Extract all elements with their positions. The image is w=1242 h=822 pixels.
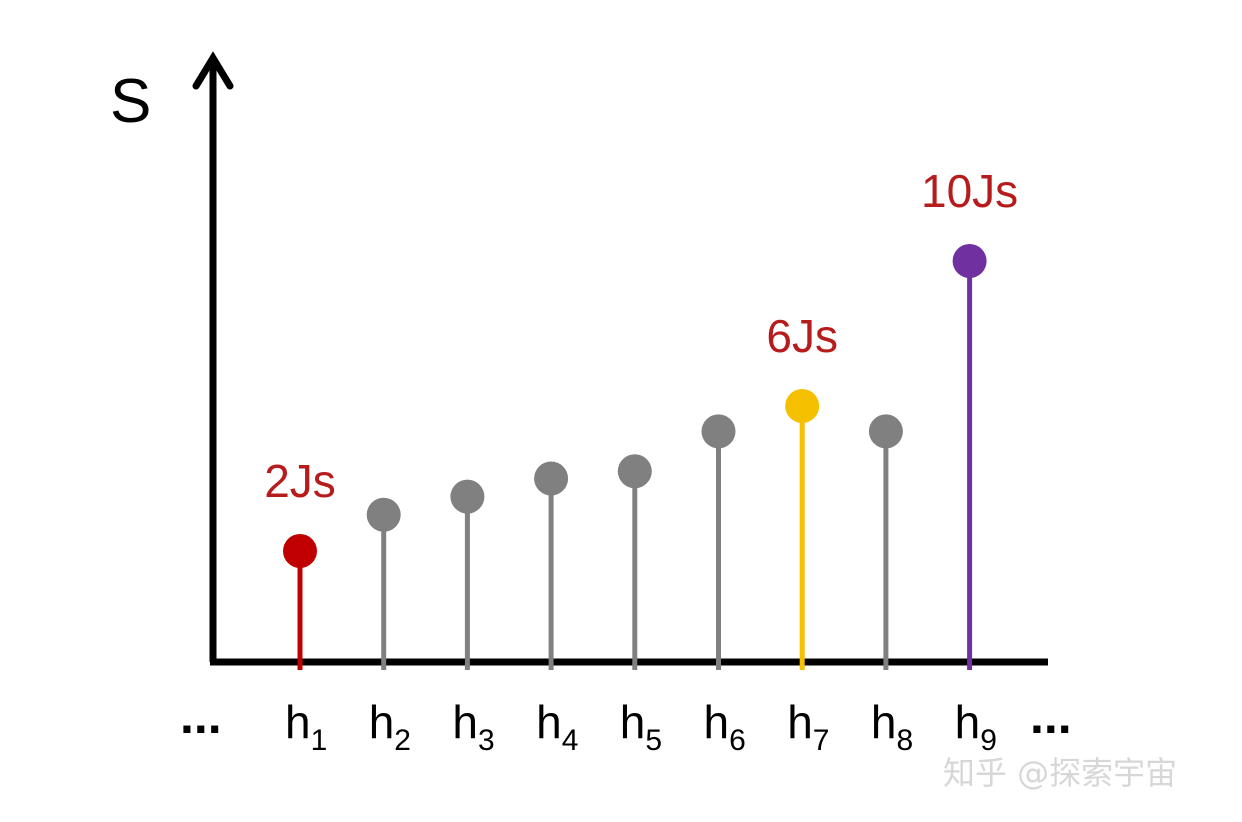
stem-marker-h9 — [952, 244, 987, 278]
data-labels: 2Js 6Js 10Js — [264, 165, 1018, 507]
x-tick-label-h8: h8 — [871, 696, 913, 757]
data-label-h9: 10Js — [921, 165, 1018, 217]
y-axis-arrowhead — [192, 51, 234, 90]
x-ellipsis-left: ... — [180, 688, 222, 744]
stem-marker-h1 — [283, 534, 317, 568]
x-ellipsis-right: ... — [1030, 688, 1072, 744]
x-tick-label-h7: h7 — [787, 696, 829, 757]
stem-marker-h2 — [366, 497, 401, 532]
x-tick-label-h1: h1 — [285, 696, 327, 757]
x-tick-label-h6: h6 — [704, 696, 746, 757]
x-tick-label-h4: h4 — [536, 696, 578, 757]
x-tick-labels: h1 h2 h3 h4 h5 h6 h7 h8 h9 — [285, 696, 997, 757]
stem-marker-h6 — [701, 414, 736, 449]
stem-marker-h4 — [534, 461, 569, 496]
axes: S ... ... — [110, 51, 1072, 744]
y-axis-label: S — [110, 67, 151, 136]
stem-marker-h3 — [450, 479, 485, 514]
stem-marker-h8 — [868, 414, 903, 449]
stem-marker-h7 — [785, 389, 820, 423]
x-tick-label-h3: h3 — [452, 696, 494, 757]
stem-marker-h5 — [617, 454, 652, 489]
x-tick-label-h5: h5 — [620, 696, 662, 757]
watermark-text: 知乎 @探索宇宙 — [943, 754, 1177, 792]
data-label-h7: 6Js — [766, 310, 838, 362]
data-label-h1: 2Js — [264, 455, 336, 507]
x-tick-label-h2: h2 — [369, 696, 411, 757]
stems-group — [283, 244, 987, 670]
x-tick-label-h9: h9 — [955, 696, 997, 757]
